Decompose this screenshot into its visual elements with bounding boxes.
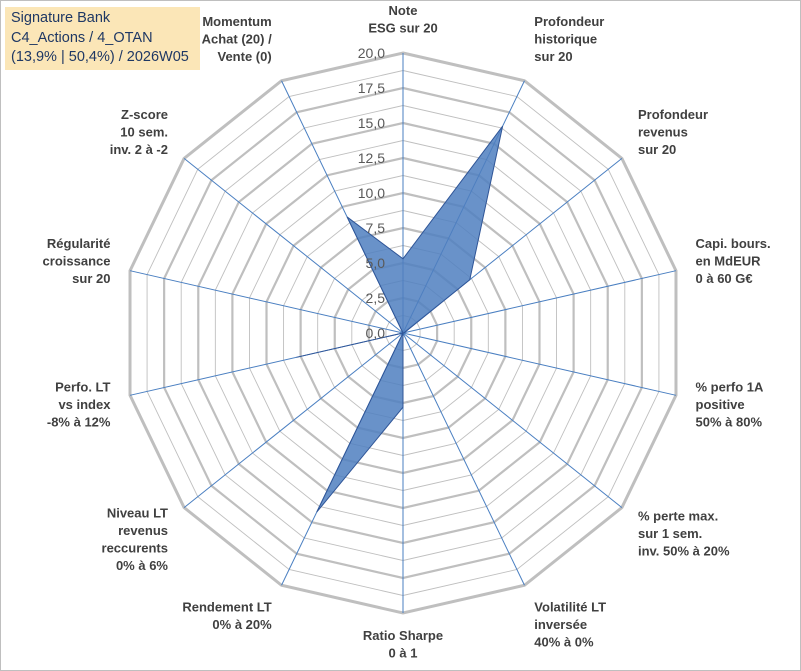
axis-label-line: sur 20 — [638, 142, 676, 157]
axis-label-line: en MdEUR — [696, 254, 762, 269]
axis-label-line: 0% à 20% — [212, 617, 272, 632]
tick-label: 15,0 — [358, 115, 385, 131]
radar-tick-labels: 0,0 2,5 5,0 7,5 10,0 12,5 15,0 17,5 20,0 — [358, 45, 385, 341]
axis-label-line: Ratio Sharpe — [363, 628, 443, 643]
tick-label: 10,0 — [358, 185, 385, 201]
tick-label: 0,0 — [366, 325, 386, 341]
axis-label-line: reccurents — [102, 540, 168, 555]
axis-label: Momentum Achat (20) / Vente (0) — [202, 14, 272, 64]
axis-label: Volatilité LT inversée 40% à 0% — [534, 599, 606, 649]
tick-label: 12,5 — [358, 150, 385, 166]
axis-label: Note ESG sur 20 — [368, 3, 437, 36]
axis-label-line: sur 1 sem. — [638, 526, 702, 541]
axis-label-line: inversée — [534, 617, 587, 632]
axis-label-line: Vente (0) — [218, 49, 272, 64]
radar-spoke — [129, 270, 404, 334]
axis-label-line: Capi. bours. — [696, 236, 771, 251]
axis-label: Capi. bours. en MdEUR 0 à 60 G€ — [696, 236, 771, 286]
chart-title-line-3: (13,9% | 50,4%) / 2026W05 — [11, 49, 189, 65]
axis-label: Perfo. LT vs index -8% à 12% — [47, 379, 111, 429]
axis-label: Ratio Sharpe 0 à 1 — [363, 628, 443, 661]
axis-label-line: 0 à 1 — [389, 646, 418, 661]
axis-label-line: -8% à 12% — [47, 414, 111, 429]
axis-label: Profondeur historique sur 20 — [534, 14, 604, 64]
chart-title-line-1: Signature Bank — [11, 10, 111, 26]
axis-label-line: Régularité — [47, 236, 111, 251]
axis-label-line: Profondeur — [638, 107, 708, 122]
axis-label-line: Niveau LT — [107, 505, 168, 520]
axis-label: Profondeur revenus sur 20 — [638, 107, 708, 157]
axis-label-line: 0 à 60 G€ — [696, 271, 753, 286]
radar-spoke — [402, 332, 677, 396]
axis-label-line: Profondeur — [534, 14, 604, 29]
radar-spoke — [402, 332, 623, 508]
axis-label-line: Volatilité LT — [534, 599, 606, 614]
tick-label: 7,5 — [366, 220, 386, 236]
radar-spoke — [183, 158, 404, 334]
radar-spoke — [402, 332, 525, 586]
axis-label-line: ESG sur 20 — [368, 21, 437, 36]
axis-label-line: inv. 2 à -2 — [110, 142, 168, 157]
axis-label-line: % perfo 1A — [696, 379, 765, 394]
tick-label: 20,0 — [358, 45, 385, 61]
axis-label-line: Z-score — [121, 107, 168, 122]
axis-label-line: inv. 50% à 20% — [638, 544, 730, 559]
axis-label-line: 50% à 80% — [696, 414, 763, 429]
axis-label: Z-score 10 sem. inv. 2 à -2 — [110, 107, 168, 157]
axis-label-line: 0% à 6% — [116, 558, 168, 573]
radar-axis-labels: Note ESG sur 20 Profondeur historique sur 20… — [43, 3, 771, 661]
axis-label-line: croissance — [43, 254, 111, 269]
axis-label: Régularité croissance sur 20 — [43, 236, 111, 286]
axis-label: % perte max. sur 1 sem. inv. 50% à 20% — [638, 509, 730, 559]
axis-label-line: positive — [696, 397, 745, 412]
radar-spoke — [402, 270, 677, 334]
axis-label: Rendement LT 0% à 20% — [182, 599, 272, 632]
axis-label-line: sur 20 — [534, 49, 572, 64]
axis-label-line: revenus — [118, 523, 168, 538]
tick-label: 17,5 — [358, 80, 385, 96]
radar-series — [296, 125, 504, 513]
axis-label-line: vs index — [58, 397, 111, 412]
axis-label-line: sur 20 — [72, 271, 110, 286]
axis-label-line: 40% à 0% — [534, 634, 594, 649]
chart-title-line-2: C4_Actions / 4_OTAN — [11, 29, 153, 46]
radar-spoke — [183, 332, 404, 508]
axis-label-line: Rendement LT — [182, 599, 271, 614]
tick-label: 5,0 — [366, 255, 386, 271]
axis-label-line: Note — [389, 3, 418, 18]
axis-label: % perfo 1A positive 50% à 80% — [696, 379, 765, 429]
axis-label-line: revenus — [638, 124, 688, 139]
axis-label-line: Achat (20) / — [202, 32, 272, 47]
axis-label-line: Momentum — [202, 14, 271, 29]
axis-label: Niveau LT revenus reccurents 0% à 6% — [102, 505, 169, 573]
radar-data-area — [296, 125, 504, 513]
axis-label-line: 10 sem. — [120, 124, 168, 139]
axis-label-line: Perfo. LT — [55, 379, 110, 394]
tick-label: 2,5 — [366, 290, 386, 306]
chart-title-box: Signature Bank C4_Actions / 4_OTAN (13,9… — [5, 7, 200, 70]
axis-label-line: % perte max. — [638, 509, 718, 524]
axis-label-line: historique — [534, 32, 597, 47]
